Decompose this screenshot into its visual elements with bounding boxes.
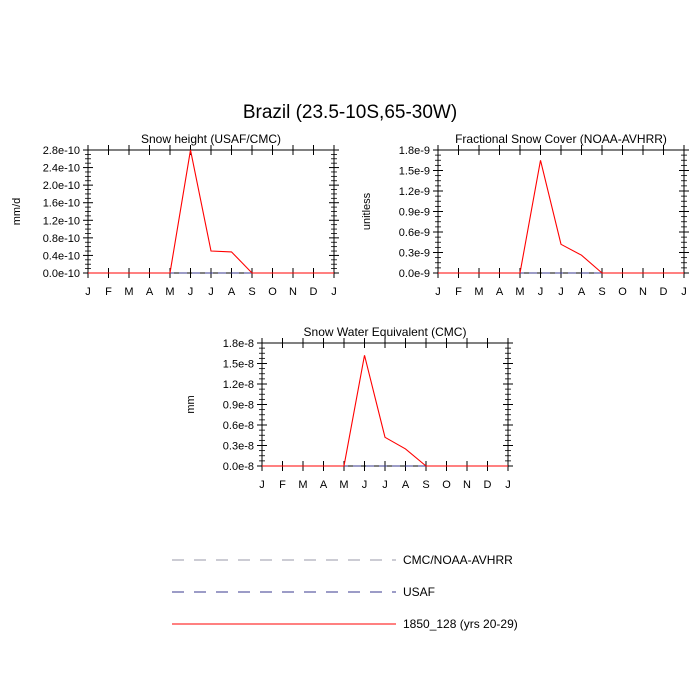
x-tick-label: A <box>496 286 504 298</box>
x-tick-label: M <box>339 479 348 491</box>
x-tick-label: J <box>259 479 265 491</box>
series-line-3 <box>262 355 508 467</box>
x-tick-label: M <box>124 286 133 298</box>
x-tick-label: D <box>484 479 492 491</box>
x-tick-label: M <box>298 479 307 491</box>
chart-panel-1: Snow height (USAF/CMC)J F M A M J J A S O N D J0.0e-… <box>11 132 339 298</box>
x-tick-label: N <box>289 286 297 298</box>
x-tick-label: A <box>578 286 586 298</box>
series-line-3 <box>88 149 334 274</box>
x-tick-label: A <box>402 479 410 491</box>
x-tick-label: N <box>639 286 647 298</box>
x-tick-label: J <box>382 479 388 491</box>
y-tick-label: 1.2e-9 <box>399 186 430 198</box>
chart-panel-3: Snow Water Equivalent (CMC)J F M A M J J A S O N D J… <box>185 325 513 491</box>
y-tick-label: 2.0e-10 <box>43 180 80 192</box>
y-tick-label: 1.2e-8 <box>223 379 254 391</box>
figure-title: Brazil (23.5-10S,65-30W) <box>243 102 457 123</box>
x-tick-label: J <box>538 286 544 298</box>
legend-label-2: USAF <box>403 585 435 599</box>
y-tick-label: 0.6e-9 <box>399 227 430 239</box>
panel-title: Snow height (USAF/CMC) <box>141 132 281 146</box>
y-tick-label: 0.6e-8 <box>223 420 254 432</box>
x-tick-label: O <box>618 286 627 298</box>
x-tick-label: A <box>146 286 154 298</box>
x-tick-label: O <box>442 479 451 491</box>
y-axis-label: mm <box>185 395 197 413</box>
y-tick-label: 1.5e-9 <box>399 166 430 178</box>
x-tick-label: J <box>558 286 564 298</box>
legend: CMC/NOAA-AVHRR USAF 1850_128 (yrs 20-29) <box>172 553 518 631</box>
legend-label-3: 1850_128 (yrs 20-29) <box>403 617 518 631</box>
chart-panels: Snow height (USAF/CMC)J F M A M J J A S O N D J0.0e-… <box>11 132 689 491</box>
x-tick-label: S <box>422 479 429 491</box>
y-tick-label: 2.8e-10 <box>43 145 80 157</box>
y-axis-label: unitless <box>361 192 373 230</box>
y-tick-label: 1.8e-8 <box>223 338 254 350</box>
x-tick-label: J <box>188 286 194 298</box>
y-tick-label: 1.8e-9 <box>399 145 430 157</box>
x-tick-label: J <box>208 286 214 298</box>
x-tick-label: J <box>435 286 441 298</box>
x-tick-label: J <box>331 286 337 298</box>
chart-panel-2: Fractional Snow Cover (NOAA-AVHRR)J F M A M J… <box>361 132 689 298</box>
x-tick-label: S <box>248 286 255 298</box>
x-tick-label: O <box>268 286 277 298</box>
legend-label-1: CMC/NOAA-AVHRR <box>403 553 513 567</box>
x-tick-label: J <box>85 286 91 298</box>
x-tick-label: N <box>463 479 471 491</box>
x-tick-label: D <box>310 286 318 298</box>
x-tick-label: D <box>660 286 668 298</box>
y-tick-label: 0.0e-10 <box>43 268 80 280</box>
y-tick-label: 2.4e-10 <box>43 163 80 175</box>
y-tick-label: 0.8e-10 <box>43 233 80 245</box>
y-tick-label: 0.0e-8 <box>223 461 254 473</box>
x-tick-label: F <box>455 286 462 298</box>
y-tick-label: 0.0e-9 <box>399 268 430 280</box>
plot-frame <box>261 342 509 467</box>
x-tick-label: M <box>165 286 174 298</box>
plot-frame <box>87 149 335 274</box>
y-axis-label: mm/d <box>11 198 23 226</box>
y-tick-label: 0.3e-8 <box>223 441 254 453</box>
x-tick-label: J <box>681 286 687 298</box>
y-tick-label: 0.3e-9 <box>399 248 430 260</box>
y-tick-label: 1.2e-10 <box>43 215 80 227</box>
y-tick-label: 1.6e-10 <box>43 198 80 210</box>
panel-title: Fractional Snow Cover (NOAA-AVHRR) <box>455 132 667 146</box>
x-tick-label: J <box>505 479 511 491</box>
x-tick-label: M <box>474 286 483 298</box>
x-tick-label: M <box>515 286 524 298</box>
y-tick-label: 0.4e-10 <box>43 250 80 262</box>
x-tick-label: J <box>362 479 368 491</box>
x-tick-label: F <box>105 286 112 298</box>
x-tick-label: A <box>228 286 236 298</box>
plot-frame <box>437 149 685 274</box>
panel-title: Snow Water Equivalent (CMC) <box>304 325 467 339</box>
y-tick-label: 0.9e-9 <box>399 207 430 219</box>
x-tick-label: A <box>320 479 328 491</box>
y-tick-label: 1.5e-8 <box>223 359 254 371</box>
x-tick-label: F <box>279 479 286 491</box>
series-line-3 <box>438 160 684 274</box>
x-tick-label: S <box>598 286 605 298</box>
y-tick-label: 0.9e-8 <box>223 400 254 412</box>
